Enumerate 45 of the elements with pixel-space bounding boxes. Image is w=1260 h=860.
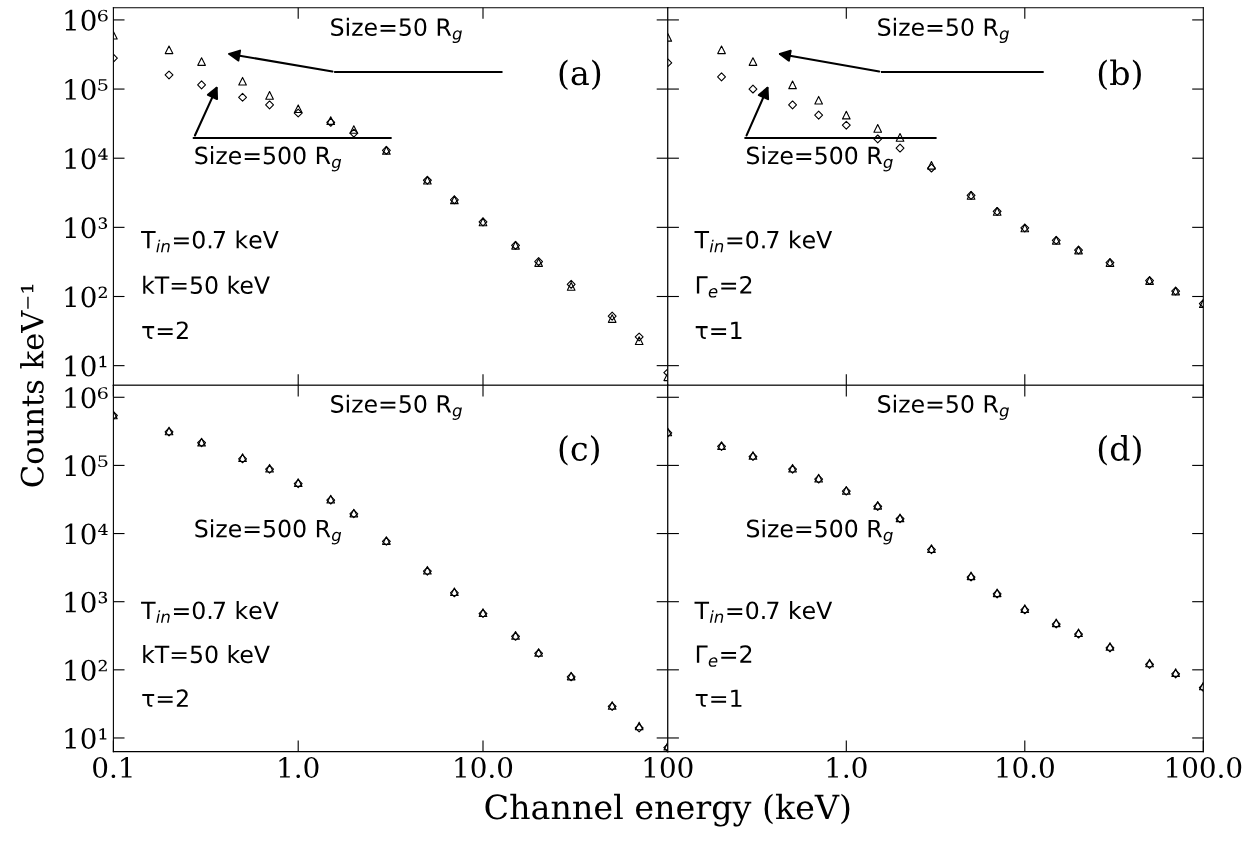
annotation: Size=500 R$_{g}$ (195, 519, 342, 545)
annotation: (d) (1098, 435, 1141, 466)
annotation: (c) (559, 435, 599, 466)
y-tick-label: 10¹ (65, 727, 107, 749)
annotation: τ=2 (142, 321, 188, 339)
annotation: Γ$_{e}$=2 (696, 645, 752, 667)
annotation: τ=1 (695, 689, 742, 707)
annotation: (a) (559, 59, 601, 91)
x-tick-label: 0.1 (93, 756, 132, 778)
annotation: T$_{in}$=0.7 keV (694, 600, 833, 623)
annotation: Γ$_{e}$=2 (696, 275, 752, 298)
y-tick-label: 10¹ (65, 355, 107, 377)
y-tick-label: 10⁶ (65, 387, 108, 409)
x-tick-label: 1.0 (827, 756, 867, 778)
annotation: Size=50 R$_{g}$ (331, 17, 462, 44)
annotation: Size=50 R$_{g}$ (878, 17, 1009, 44)
y-tick-label: 10⁶ (65, 9, 108, 31)
y-tick-label: 10² (65, 659, 107, 681)
x-tick-label: 100.0 (1166, 756, 1242, 778)
annotation: Size=50 R$_{g}$ (331, 394, 462, 420)
x-tick-label: 100 (644, 756, 693, 778)
x-tick-label: 10.0 (997, 756, 1054, 778)
annotation: Size=500 R$_{g}$ (747, 519, 893, 545)
annotation: τ=1 (695, 321, 742, 339)
x-axis-title: Channel energy (keV) (485, 793, 850, 827)
y-tick-label: 10⁵ (65, 79, 108, 101)
y-tick-label: 10⁴ (65, 523, 108, 545)
y-tick-label: 10² (65, 286, 107, 308)
y-tick-label: 10³ (65, 217, 108, 239)
annotation: Size=50 R$_{g}$ (878, 394, 1009, 420)
annotation: T$_{in}$=0.7 keV (141, 230, 279, 253)
x-tick-label: 10.0 (455, 756, 513, 778)
annotation: T$_{in}$=0.7 keV (141, 600, 279, 623)
y-tick-label: 10⁵ (65, 455, 108, 477)
annotation: (b) (1098, 59, 1141, 91)
annotation: Size=500 R$_{g}$ (747, 146, 893, 172)
annotation: τ=2 (142, 689, 188, 707)
y-tick-label: 10³ (65, 591, 108, 613)
annotation: T$_{in}$=0.7 keV (694, 230, 833, 253)
x-tick-label: 1.0 (279, 756, 319, 778)
annotation: kT=50 keV (143, 644, 270, 664)
annotation: Size=500 R$_{g}$ (195, 146, 342, 172)
y-tick-label: 10⁴ (65, 148, 108, 170)
annotation: kT=50 keV (143, 275, 270, 294)
y-axis-title: Counts keV⁻¹ (20, 284, 44, 487)
